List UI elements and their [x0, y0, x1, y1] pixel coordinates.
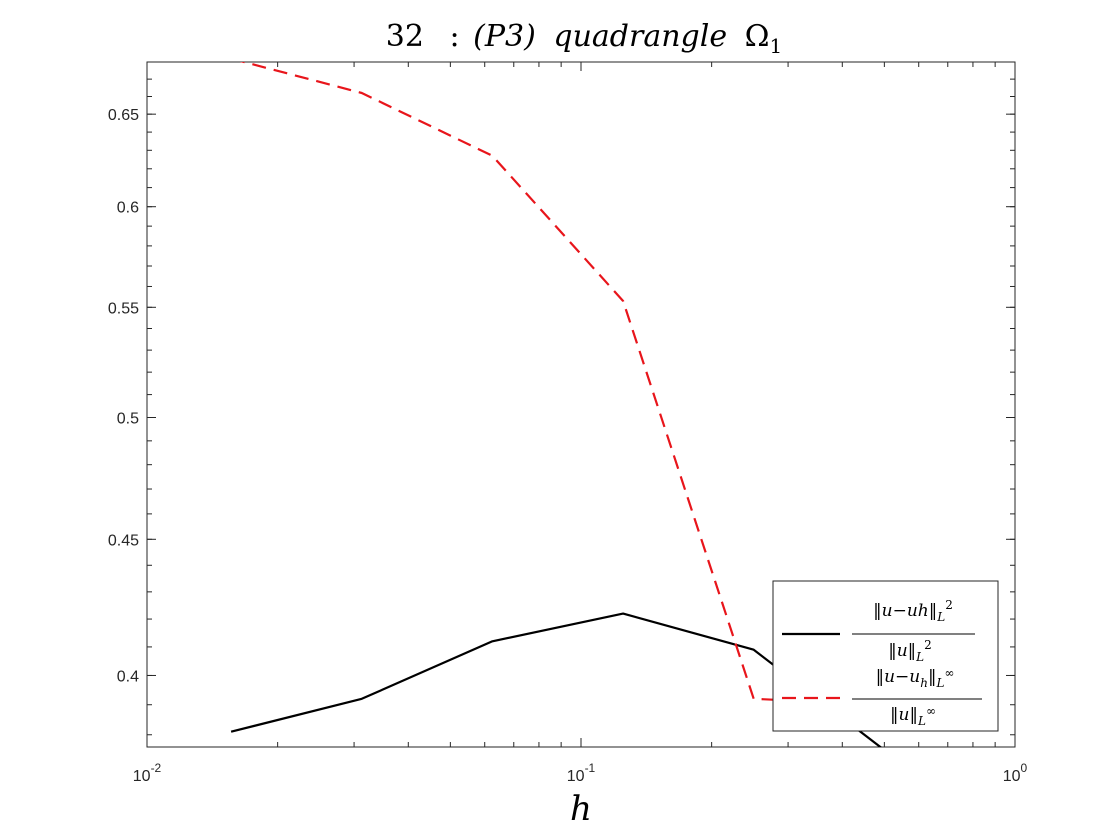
x-tick-base: 10	[133, 768, 151, 785]
legend-linf-den-a: ‖u‖	[890, 705, 918, 725]
y-tick-label: 0.6	[117, 200, 139, 217]
legend-linf-num-sub: L	[935, 676, 944, 690]
y-tick-label: 0.55	[108, 300, 139, 317]
legend-l2-den-a: ‖u‖	[888, 641, 916, 661]
x-axis-label: h	[570, 789, 592, 829]
legend-linf-den-sub: L	[917, 714, 926, 728]
y-tick-label: 0.65	[108, 107, 139, 124]
x-tick-exponent: -1	[585, 761, 596, 775]
legend-l2-denominator: ‖u‖L2	[888, 638, 932, 664]
x-tick-label: 10-2	[133, 761, 162, 785]
x-tick-base: 10	[567, 768, 585, 785]
legend-linf-numerator: ‖u−uh‖L∞	[876, 666, 955, 690]
legend-l2-num-sub: L	[936, 610, 945, 624]
x-tick-label: 10-1	[567, 761, 596, 785]
y-tick-label: 0.45	[108, 532, 139, 549]
title-method: (P3)	[473, 19, 536, 54]
legend-linf-num-sup: ∞	[944, 666, 954, 680]
title-separator: :	[449, 19, 459, 54]
legend-l2-den-sub: L	[915, 650, 924, 664]
legend-linf-num-a: ‖u−u	[876, 667, 921, 687]
y-tick-label: 0.5	[117, 410, 139, 427]
legend: ‖u−uh‖L2 ‖u‖L2 ‖u−uh‖L∞ ‖u‖L∞	[772, 580, 999, 732]
y-axis-ticks: 0.4 0.45 0.5 0.55 0.6 0.65	[108, 61, 1015, 736]
legend-linf-denominator: ‖u‖L∞	[890, 704, 936, 728]
legend-box	[772, 580, 999, 732]
legend-l2-den-sup: 2	[924, 638, 932, 652]
y-tick-label: 0.4	[117, 668, 139, 685]
x-tick-exponent: 0	[1021, 761, 1028, 775]
legend-linf-num-b: ‖	[928, 667, 937, 687]
legend-l2-numerator: ‖u−uh‖L2	[873, 598, 953, 624]
title-subscript: 1	[770, 34, 783, 58]
x-tick-base: 10	[1003, 768, 1021, 785]
legend-l2-num-a: ‖u−uh‖	[873, 601, 937, 621]
x-axis-ticks: 10-2 10-1 100	[133, 62, 1028, 785]
title-symbol: Ω	[745, 19, 770, 54]
legend-linf-num-h: h	[920, 676, 928, 690]
title-number: 32	[386, 19, 424, 54]
legend-l2-num-sup: 2	[945, 598, 953, 612]
title-word: quadrangle	[553, 19, 727, 54]
legend-linf-den-sup: ∞	[926, 704, 936, 718]
chart-title: 32 : (P3) quadrangle Ω1	[386, 19, 783, 58]
x-tick-label: 100	[1003, 761, 1028, 785]
x-tick-exponent: -2	[151, 761, 162, 775]
